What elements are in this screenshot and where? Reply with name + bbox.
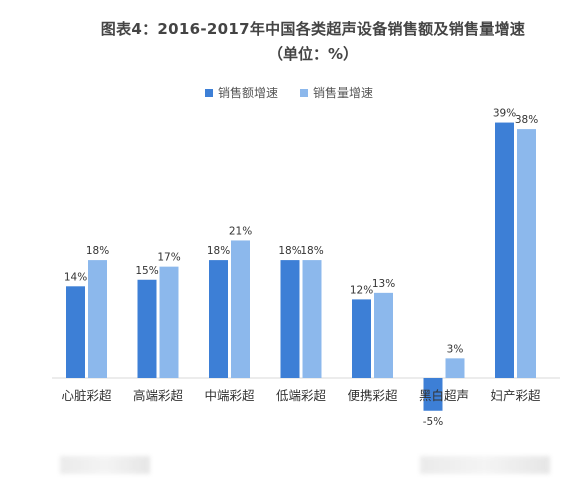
chart-subtitle: （单位：%） — [267, 45, 359, 63]
bar-s1-c4 — [374, 292, 393, 378]
legend-label-sales-volume: 销售量增速 — [313, 86, 374, 100]
bar-s1-c1 — [159, 266, 179, 378]
bar-s1-c3 — [302, 260, 322, 378]
legend-item-sales-volume: 销售量增速 — [300, 84, 373, 101]
bar-s1-c5 — [445, 358, 465, 378]
bar-s0-c3 — [280, 260, 300, 378]
data-label-s0-c5: -5% — [423, 416, 443, 428]
data-label-s0-c4: 12% — [350, 284, 373, 296]
data-label-s1-c3: 18% — [300, 245, 323, 257]
data-label-s0-c3: 18% — [278, 245, 301, 257]
bar-s0-c1 — [137, 279, 157, 378]
category-label-2: 中端彩超 — [204, 388, 255, 403]
data-label-s1-c2: 21% — [229, 225, 252, 237]
data-label-s0-c6: 39% — [493, 108, 516, 120]
bar-s0-c6 — [495, 122, 514, 378]
chart-title-block: 图表4：2016-2017年中国各类超声设备销售额及销售量增速 （单位：%） — [0, 18, 586, 64]
data-label-s1-c4: 13% — [372, 278, 395, 290]
legend-swatch-sales-amount — [205, 88, 213, 97]
data-label-s1-c1: 17% — [157, 252, 180, 264]
bar-s0-c5 — [423, 378, 443, 411]
data-label-s0-c1: 15% — [135, 265, 158, 277]
legend-label-sales-amount: 销售额增速 — [218, 86, 279, 100]
bar-s0-c2 — [209, 260, 228, 378]
legend-swatch-sales-volume — [300, 88, 309, 97]
blurred-footer-left — [60, 456, 150, 474]
bar-s1-c6 — [517, 129, 536, 378]
bar-s1-c2 — [231, 240, 250, 378]
category-label-5: 黑白超声 — [419, 388, 469, 403]
bar-s1-c0 — [88, 260, 107, 378]
legend-item-sales-amount: 销售额增速 — [205, 84, 278, 101]
category-label-0: 心脏彩超 — [61, 388, 112, 403]
category-label-3: 低端彩超 — [276, 388, 327, 403]
bar-s0-c4 — [352, 299, 371, 378]
category-label-4: 便携彩超 — [347, 388, 398, 403]
category-label-1: 高端彩超 — [133, 388, 184, 403]
data-label-s1-c6: 38% — [515, 114, 538, 126]
data-label-s0-c0: 14% — [64, 271, 87, 283]
data-label-s1-c0: 18% — [86, 245, 109, 257]
data-label-s0-c2: 18% — [207, 245, 230, 257]
data-label-s1-c5: 3% — [447, 343, 464, 355]
chart-title: 图表4：2016-2017年中国各类超声设备销售额及销售量增速 — [100, 20, 526, 38]
chart-legend: 销售额增速 销售量增速 — [205, 84, 395, 101]
category-label-6: 妇产彩超 — [490, 388, 541, 403]
bar-s0-c0 — [66, 286, 85, 378]
blurred-footer-right — [420, 456, 550, 474]
